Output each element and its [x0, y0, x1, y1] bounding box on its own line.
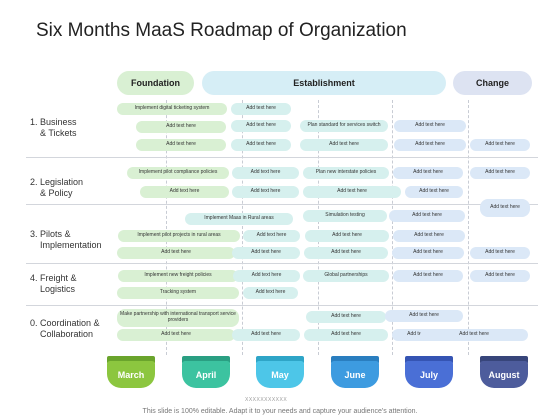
category-coordination-collaboration: 0. Coordination & Collaboration — [30, 318, 100, 340]
month-may: May — [256, 361, 304, 388]
task-bar[interactable]: Add text here — [232, 247, 300, 259]
month-july: July — [405, 361, 453, 388]
month-april-cap — [182, 356, 230, 364]
task-bar[interactable]: Add text here — [385, 310, 463, 322]
category-line: Logistics — [40, 284, 76, 294]
task-bar[interactable]: Add text here — [393, 167, 463, 179]
category-freight-logistics: 4. Freight & Logistics — [30, 273, 77, 295]
row-divider — [26, 204, 538, 205]
gridline — [166, 100, 167, 355]
task-bar[interactable]: Implement pilot compliance policies — [127, 167, 229, 179]
row-divider — [26, 305, 538, 306]
task-bar[interactable]: Add text here — [243, 230, 300, 242]
task-bar[interactable]: Add text here — [232, 329, 300, 341]
task-bar[interactable]: Add text here — [231, 103, 291, 115]
task-bar[interactable]: Plan standard for services switch — [300, 120, 388, 132]
task-bar[interactable]: Add text here — [303, 186, 401, 198]
month-april: April — [182, 361, 230, 388]
gridline — [318, 100, 319, 355]
task-bar[interactable]: Add text here — [304, 329, 388, 341]
category-line: 4. Freight & — [30, 273, 77, 283]
task-bar[interactable]: Add text here — [231, 139, 291, 151]
task-bar[interactable]: Add text here — [136, 121, 226, 133]
task-bar[interactable]: Add text here — [231, 120, 291, 132]
month-march: March — [107, 361, 155, 388]
gridline — [468, 100, 469, 355]
task-bar[interactable]: Add text here — [405, 186, 463, 198]
task-bar[interactable]: Add text here — [300, 139, 388, 151]
task-bar[interactable]: Global partnerships — [303, 270, 389, 282]
task-bar[interactable]: Add text here — [392, 247, 464, 259]
gridline — [242, 100, 243, 355]
month-june: June — [331, 361, 379, 388]
placeholder-text: XXXXXXXXXXX — [245, 397, 288, 403]
task-bar[interactable]: Add text here — [243, 287, 298, 299]
phase-change: Change — [453, 71, 532, 95]
month-june-cap — [331, 356, 379, 364]
month-march-cap — [107, 356, 155, 364]
category-line: Implementation — [40, 240, 102, 250]
task-bar[interactable]: Add text here — [420, 329, 528, 341]
phase-foundation: Foundation — [117, 71, 194, 95]
task-bar[interactable]: Add text here — [136, 139, 226, 151]
month-august-cap — [480, 356, 528, 364]
task-bar[interactable]: Simulation testing — [303, 210, 387, 222]
footer-note: This slide is 100% editable. Adapt it to… — [142, 408, 418, 415]
task-bar[interactable]: Add text here — [393, 230, 465, 242]
task-bar[interactable]: Add text here — [389, 210, 465, 222]
task-bar[interactable]: Implement pilot projects in rural areas — [118, 230, 240, 242]
task-bar[interactable]: Add text here — [470, 139, 530, 151]
task-bar[interactable]: Add text here — [232, 186, 299, 198]
gridline — [392, 100, 393, 355]
task-bar[interactable]: Add text here — [393, 270, 463, 282]
category-line: & Tickets — [40, 128, 77, 138]
category-line: 3. Pilots & — [30, 229, 71, 239]
task-bar[interactable]: Add text here — [117, 329, 235, 341]
task-bar[interactable]: Tracking system — [117, 287, 239, 299]
category-line: 2. Legislation — [30, 177, 84, 187]
task-bar[interactable]: Add text here — [233, 270, 300, 282]
row-divider — [26, 157, 538, 158]
task-bar[interactable]: Add text here — [470, 247, 530, 259]
task-bar[interactable]: Implement digital ticketing system — [117, 103, 227, 115]
task-bar[interactable]: Add text here — [305, 230, 389, 242]
category-legislation-policy: 2. Legislation & Policy — [30, 177, 83, 199]
category-line: 0. Coordination & — [30, 318, 100, 328]
category-pilots-implementation: 3. Pilots & Implementation — [30, 229, 102, 251]
month-august: August — [480, 361, 528, 388]
task-bar[interactable]: Plan new interstate policies — [303, 167, 389, 179]
task-bar[interactable]: Add text here — [470, 270, 530, 282]
month-july-cap — [405, 356, 453, 364]
category-line: & Policy — [40, 188, 73, 198]
category-line: Collaboration — [40, 329, 94, 339]
task-bar[interactable]: Implement Maas in Rural areas — [185, 213, 293, 225]
month-may-cap — [256, 356, 304, 364]
task-bar[interactable]: Add text here — [394, 139, 466, 151]
task-bar[interactable]: Make partnership with international tran… — [117, 309, 239, 327]
task-bar[interactable]: Add text here — [232, 167, 299, 179]
task-bar[interactable]: Add text here — [140, 186, 229, 198]
task-bar[interactable]: Add text here — [117, 247, 235, 259]
category-line: 1. Business — [30, 117, 77, 127]
task-bar[interactable]: Add text here — [470, 167, 530, 179]
task-bar[interactable]: Add text here — [480, 199, 530, 217]
page-title: Six Months MaaS Roadmap of Organization — [36, 20, 407, 41]
task-bar[interactable]: Add text here — [306, 311, 386, 323]
task-bar[interactable]: Add text here — [394, 120, 466, 132]
phase-establishment: Establishment — [202, 71, 446, 95]
task-bar[interactable]: Implement new freight policies — [118, 270, 238, 282]
row-divider — [26, 263, 538, 264]
category-business-tickets: 1. Business & Tickets — [30, 117, 77, 139]
task-bar[interactable]: Add text here — [304, 247, 388, 259]
